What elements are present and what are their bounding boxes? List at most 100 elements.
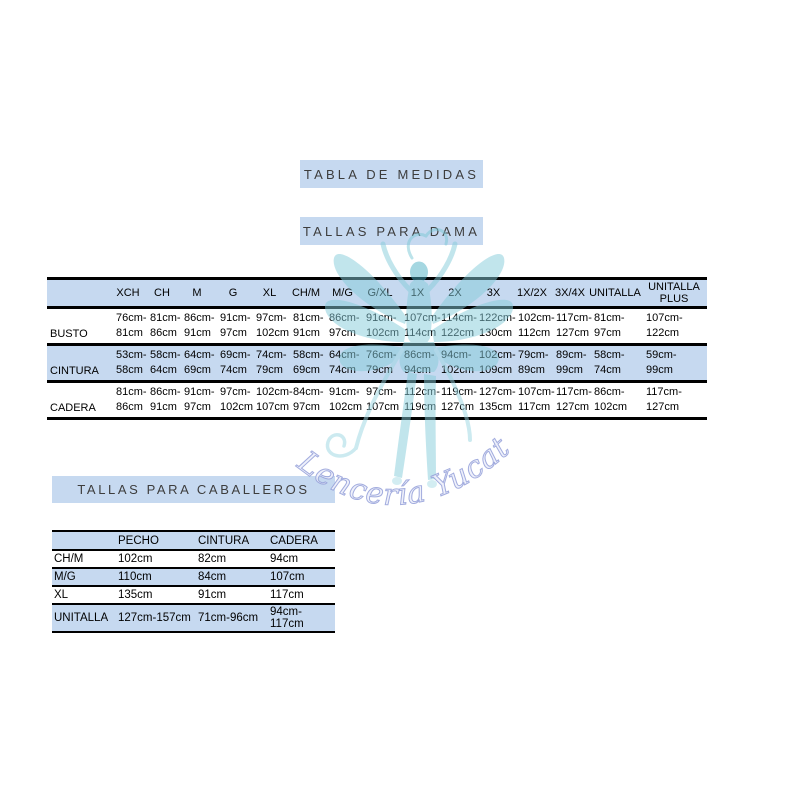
column-header: XL xyxy=(251,278,288,308)
dama-size-table: XCH CH M G XL CH/M M/G G/XL 1X 2X 3X 1X/2X 3X/4X UNIT… xyxy=(47,277,707,420)
column-header: 3X xyxy=(474,278,513,308)
table-row: CH/M 102cm 82cm 94cm xyxy=(52,550,335,568)
column-header: 3X/4X xyxy=(551,278,589,308)
size-cell: 81cm- 91cm xyxy=(293,312,324,339)
size-cell: 84cm xyxy=(198,571,227,583)
size-cell: 82cm xyxy=(198,553,227,565)
size-cell: 110cm xyxy=(118,571,152,583)
column-header: M/G xyxy=(324,278,361,308)
size-cell: 64cm- 74cm xyxy=(329,349,360,376)
size-cell: 135cm xyxy=(118,589,153,601)
table-row: UNITALLA 127cm-157cm 71cm-96cm 94cm-117cm xyxy=(52,604,335,632)
size-cell: 59cm- 99cm xyxy=(646,349,677,376)
table-row: CADERA 81cm- 86cm 86cm- 91cm 91cm- 97cm 97cm… xyxy=(47,382,707,419)
column-header: CINTURA xyxy=(194,531,266,550)
size-cell: 69cm- 74cm xyxy=(220,349,251,376)
size-cell: 114cm- 122cm xyxy=(441,312,477,339)
caballeros-size-table: PECHO CINTURA CADERA CH/M 102cm 82cm 94cm M/G 11… xyxy=(52,530,335,633)
size-cell: 97cm- 102cm xyxy=(220,386,254,413)
size-cell: 117cm- 127cm xyxy=(556,312,592,339)
column-header: UNITALLA PLUS xyxy=(641,278,707,308)
column-header: G xyxy=(215,278,251,308)
size-cell: 91cm- 97cm xyxy=(184,386,215,413)
size-cell: 102cm- 109cm xyxy=(479,349,516,376)
row-label: UNITALLA xyxy=(54,612,109,624)
size-cell: 91cm xyxy=(198,589,227,601)
table-row: M/G 110cm 84cm 107cm xyxy=(52,568,335,586)
page-title: TABLA DE MEDIDAS xyxy=(300,160,483,188)
brand-script-text: Lencería Yucatán xyxy=(0,0,517,513)
size-cell: 84cm- 97cm xyxy=(293,386,324,413)
size-cell: 58cm- 69cm xyxy=(293,349,324,376)
size-cell: 86cm- 102cm xyxy=(594,386,628,413)
size-cell: 86cm- 97cm xyxy=(329,312,360,339)
size-cell: 107cm- 117cm xyxy=(518,386,555,413)
size-cell: 107cm xyxy=(270,571,305,583)
size-cell: 97cm- 107cm xyxy=(366,386,400,413)
size-cell: 71cm-96cm xyxy=(198,612,259,624)
size-cell: 86cm- 91cm xyxy=(184,312,215,339)
size-cell: 102cm- 107cm xyxy=(256,386,293,413)
row-label: M/G xyxy=(54,571,76,583)
column-header xyxy=(47,278,111,308)
size-cell: 127cm-157cm xyxy=(118,612,191,624)
column-header: 1X/2X xyxy=(513,278,551,308)
table-row: CINTURA 53cm- 58cm 58cm- 64cm 64cm- 69cm 69c… xyxy=(47,344,707,382)
size-cell: 127cm- 135cm xyxy=(479,386,516,413)
size-cell: 53cm- 58cm xyxy=(116,349,147,376)
size-cell: 117cm- 127cm xyxy=(646,386,682,413)
column-header: XCH xyxy=(111,278,145,308)
column-header: M xyxy=(179,278,215,308)
row-label: CH/M xyxy=(54,553,84,565)
size-cell: 91cm- 97cm xyxy=(220,312,251,339)
size-cell: 94cm xyxy=(270,553,299,565)
size-cell: 64cm- 69cm xyxy=(184,349,215,376)
size-cell: 107cm- 114cm xyxy=(404,312,441,339)
size-cell: 94cm- 102cm xyxy=(441,349,475,376)
size-cell: 86cm- 91cm xyxy=(150,386,181,413)
column-header: 2X xyxy=(436,278,474,308)
column-header: G/XL xyxy=(361,278,399,308)
svg-text:Lencería Yucatán: Lencería Yucatán xyxy=(0,0,517,513)
table-row: XL 135cm 91cm 117cm xyxy=(52,586,335,604)
size-cell: 119cm- 127cm xyxy=(441,386,477,413)
column-header xyxy=(52,531,114,550)
column-header: UNITALLA xyxy=(589,278,641,308)
size-cell: 58cm- 74cm xyxy=(594,349,625,376)
caballeros-section-title: TALLAS PARA CABALLEROS xyxy=(52,476,335,503)
dama-section-title: TALLAS PARA DAMA xyxy=(300,217,483,245)
size-cell: 94cm-117cm xyxy=(270,606,304,630)
size-cell: 76cm- 79cm xyxy=(366,349,397,376)
table-row: BUSTO 76cm- 81cm 81cm- 86cm 86cm- 91cm 91cm-… xyxy=(47,308,707,345)
size-cell: 81cm- 86cm xyxy=(150,312,181,339)
size-cell: 74cm- 79cm xyxy=(256,349,287,376)
size-cell: 102cm xyxy=(118,553,153,565)
row-label: CADERA xyxy=(50,402,96,414)
size-cell: 79cm- 89cm xyxy=(518,349,549,376)
size-cell: 81cm- 86cm xyxy=(116,386,147,413)
size-cell: 89cm- 99cm xyxy=(556,349,587,376)
header-row: PECHO CINTURA CADERA xyxy=(52,531,335,550)
size-cell: 107cm- 122cm xyxy=(646,312,683,339)
size-cell: 81cm- 97cm xyxy=(594,312,625,339)
column-header: PECHO xyxy=(114,531,194,550)
brand-name-text: Lencería Yucatán xyxy=(0,0,517,513)
size-cell: 58cm- 64cm xyxy=(150,349,181,376)
column-header: CH xyxy=(145,278,179,308)
row-label: CINTURA xyxy=(50,365,99,377)
size-cell: 117cm xyxy=(270,589,304,601)
size-cell: 86cm- 94cm xyxy=(404,349,435,376)
size-cell: 117cm- 127cm xyxy=(556,386,592,413)
column-header: 1X xyxy=(399,278,436,308)
size-cell: 97cm- 102cm xyxy=(256,312,290,339)
size-cell: 102cm- 112cm xyxy=(518,312,555,339)
header-row: XCH CH M G XL CH/M M/G G/XL 1X 2X 3X 1X/2X 3X/4X UNIT… xyxy=(47,278,707,308)
column-header: CH/M xyxy=(288,278,324,308)
size-cell: 91cm- 102cm xyxy=(366,312,400,339)
column-header: CADERA xyxy=(266,531,335,550)
size-cell: 76cm- 81cm xyxy=(116,312,147,339)
size-cell: 91cm- 102cm xyxy=(329,386,363,413)
size-cell: 112cm- 119cm xyxy=(404,386,440,413)
size-cell: 122cm- 130cm xyxy=(479,312,516,339)
